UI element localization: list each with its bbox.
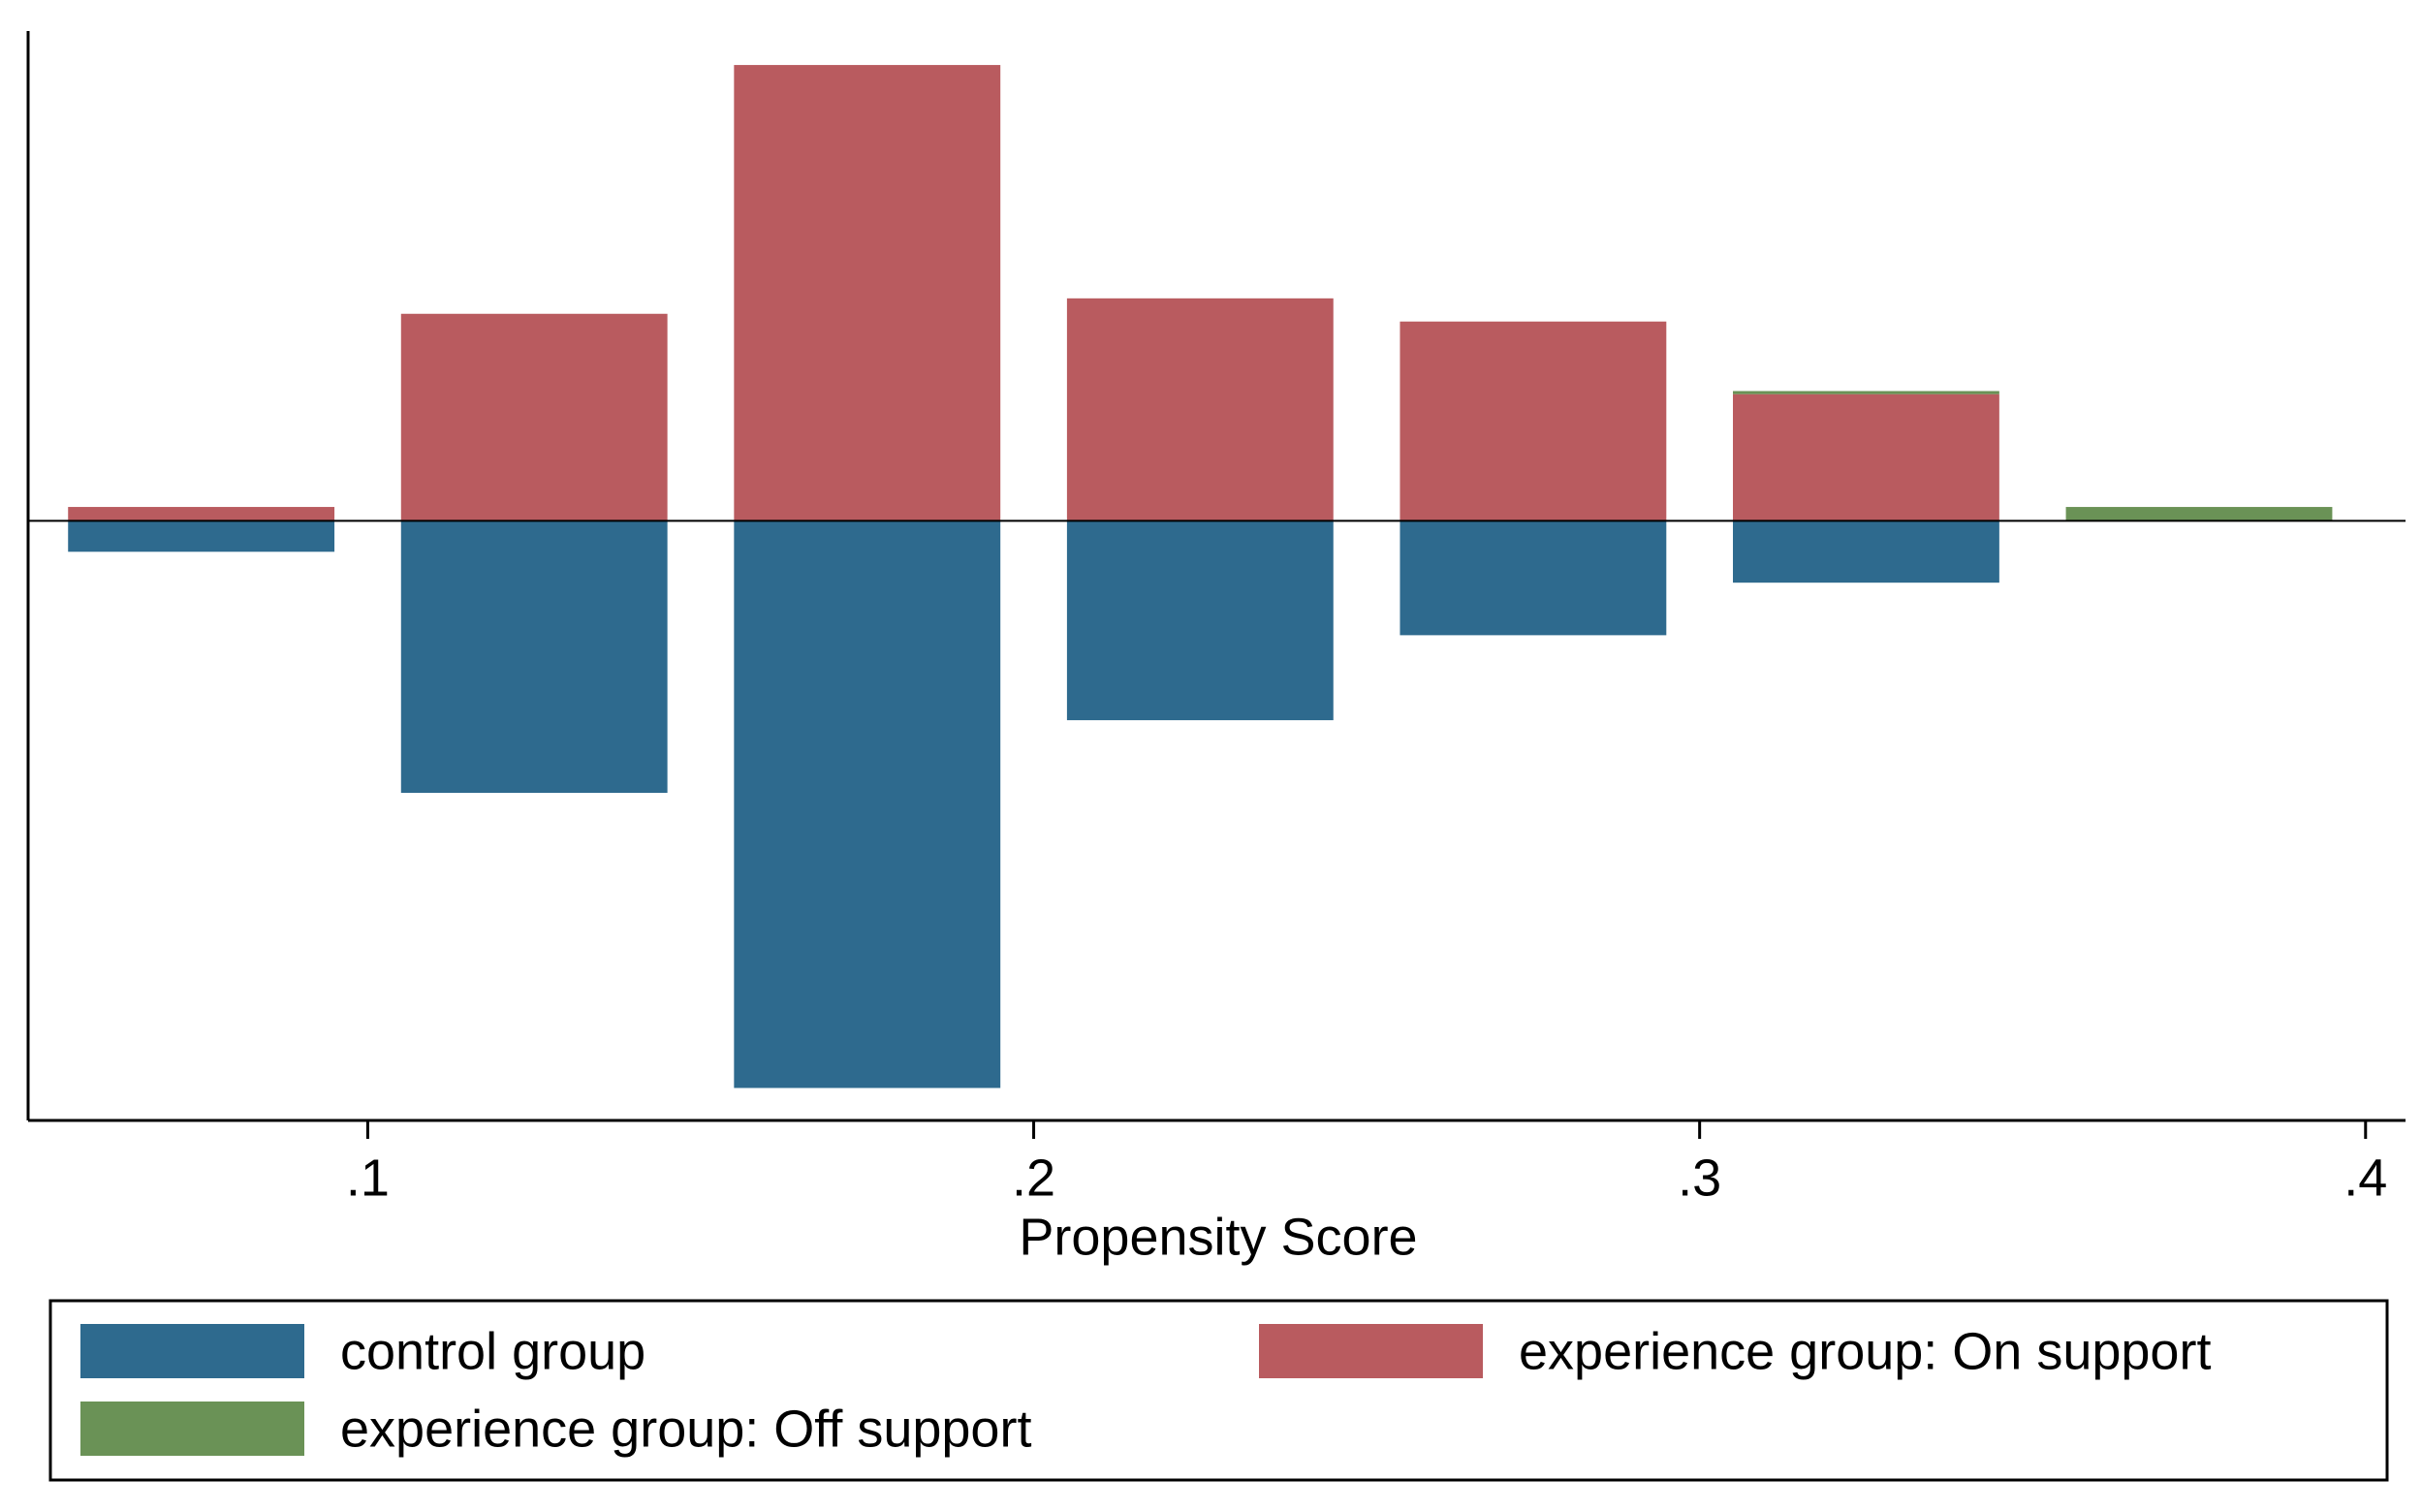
- legend-box: [48, 1299, 2389, 1482]
- bar: [2065, 507, 2333, 521]
- bar: [1733, 394, 1999, 521]
- legend-label: experience group: Off support: [340, 1400, 1031, 1458]
- bar: [1066, 298, 1334, 521]
- bar: [1400, 321, 1667, 521]
- legend-swatch: [1259, 1324, 1483, 1378]
- x-tick-label: .3: [1678, 1149, 1721, 1207]
- bar: [1066, 520, 1334, 721]
- bar: [734, 520, 1001, 1088]
- x-tick-label: .2: [1012, 1149, 1055, 1207]
- x-tick-label: .1: [346, 1149, 390, 1207]
- bar: [734, 65, 1001, 521]
- legend-label: experience group: On support: [1519, 1322, 2211, 1380]
- bar: [1733, 391, 1999, 394]
- x-tick-label: .4: [2343, 1149, 2387, 1207]
- bar: [400, 520, 668, 794]
- x-axis-label: Propensity Score: [1019, 1208, 1417, 1266]
- bar: [1400, 520, 1667, 636]
- legend-swatch: [80, 1324, 304, 1378]
- bar: [68, 507, 335, 521]
- legend-swatch: [80, 1402, 304, 1456]
- bar: [400, 313, 668, 521]
- bar: [1733, 520, 1999, 583]
- legend-label: control group: [340, 1322, 645, 1380]
- bar: [68, 520, 335, 552]
